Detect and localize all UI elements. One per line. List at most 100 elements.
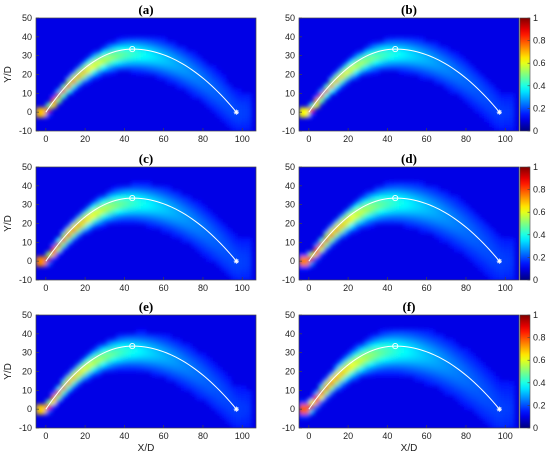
apex-marker: [129, 46, 136, 53]
heatmap-field: [299, 18, 519, 131]
y-tick-label: -10: [19, 423, 32, 433]
panel-c: -10 0 10 20 30 40 50 0 20 40 60 80 100 (c) Y/D: [3, 151, 257, 293]
colorbar-tick-label: 1: [533, 13, 538, 23]
panel-e: -10 0 10 20 30 40 50 0 20 40 60 80 100 (e) Y/D X/D: [3, 299, 257, 454]
x-tick-label: 0: [306, 283, 311, 293]
end-marker: [233, 258, 239, 264]
y-tick-label: 30: [22, 51, 32, 61]
x-tick-label: 0: [43, 431, 48, 441]
y-tick-label: 20: [285, 70, 295, 80]
y-tick-label: 40: [285, 32, 295, 42]
y-tick-label: 30: [22, 200, 32, 210]
x-tick-label: 0: [43, 134, 48, 144]
colorbar-tick-label: 0.4: [533, 230, 546, 240]
colorbar-tick-label: 1: [533, 162, 538, 172]
y-tick-label: 0: [290, 107, 295, 117]
y-tick-label: -10: [19, 275, 32, 285]
y-tick-label: 0: [290, 256, 295, 266]
y-tick-label: 20: [22, 70, 32, 80]
y-tick-label: 40: [22, 329, 32, 339]
x-tick-label: 40: [119, 283, 129, 293]
panel-f: -10 0 10 20 30 40 50 0 20 40 60 80 100 (f) X/D: [282, 299, 520, 454]
x-tick-label: 100: [498, 431, 513, 441]
y-tick-label: 0: [27, 256, 32, 266]
x-tick-label: 60: [159, 134, 169, 144]
x-tick-label: 80: [198, 283, 208, 293]
x-tick-label: 20: [343, 431, 353, 441]
y-tick-label: 50: [22, 13, 32, 23]
y-tick-label: 0: [27, 107, 32, 117]
y-tick-label: 10: [285, 88, 295, 98]
trajectory-line: [308, 345, 500, 410]
x-tick-label: 60: [422, 134, 432, 144]
x-tick-label: 60: [422, 283, 432, 293]
y-axis-label: Y/D: [3, 215, 14, 232]
apex-marker: [129, 343, 136, 350]
heatmap-field: [299, 315, 519, 428]
y-tick-label: 40: [22, 181, 32, 191]
x-tick-label: 100: [235, 431, 250, 441]
y-tick-label: 10: [22, 237, 32, 247]
y-tick-label: 10: [22, 385, 32, 395]
y-tick-label: 10: [22, 88, 32, 98]
y-tick-label: 20: [22, 219, 32, 229]
apex-marker: [392, 46, 399, 53]
y-tick-label: -10: [19, 126, 32, 136]
y-tick-label: 50: [285, 162, 295, 172]
heatmap-field: [36, 315, 256, 428]
colorbar-tick-label: 0: [533, 275, 538, 285]
apex-marker: [392, 195, 399, 202]
y-tick-label: 30: [285, 348, 295, 358]
y-tick-label: 50: [22, 310, 32, 320]
y-tick-label: 0: [27, 404, 32, 414]
x-tick-label: 20: [343, 134, 353, 144]
x-tick-label: 0: [43, 283, 48, 293]
y-tick-label: 30: [22, 348, 32, 358]
colorbar-tick-label: 0.2: [533, 252, 546, 262]
colorbar-tick-label: 0.6: [533, 355, 546, 365]
y-tick-label: 20: [285, 219, 295, 229]
trajectory-line: [45, 197, 237, 262]
colorbar-tick-label: 0.8: [533, 36, 546, 46]
x-axis-label: X/D: [401, 443, 418, 454]
x-tick-label: 100: [235, 134, 250, 144]
y-tick-label: 50: [285, 13, 295, 23]
colorbar: 0 0.2 0.4 0.6 0.8 1: [519, 13, 546, 136]
trajectory-line: [308, 48, 500, 113]
x-tick-label: 40: [382, 283, 392, 293]
x-tick-label: 60: [159, 283, 169, 293]
panel-title: (a): [138, 2, 153, 17]
y-tick-label: 40: [285, 329, 295, 339]
x-tick-label: 80: [198, 134, 208, 144]
x-tick-label: 60: [159, 431, 169, 441]
y-axis-label: Y/D: [3, 363, 14, 380]
x-tick-label: 100: [235, 283, 250, 293]
end-marker: [496, 109, 502, 115]
colorbar-tick-label: 0.6: [533, 58, 546, 68]
x-tick-label: 60: [422, 431, 432, 441]
x-tick-label: 20: [343, 283, 353, 293]
heatmap-field: [36, 167, 256, 280]
y-tick-label: 50: [285, 310, 295, 320]
x-tick-label: 40: [119, 431, 129, 441]
colorbar-tick-label: 0.4: [533, 378, 546, 388]
x-tick-label: 20: [80, 283, 90, 293]
end-marker: [233, 406, 239, 412]
y-tick-label: -10: [282, 126, 295, 136]
colorbar-scale: [519, 166, 531, 281]
colorbar-tick-label: 1: [533, 310, 538, 320]
end-marker: [496, 258, 502, 264]
colorbar-tick-label: 0.2: [533, 400, 546, 410]
x-tick-label: 80: [198, 431, 208, 441]
y-tick-label: 30: [285, 200, 295, 210]
y-tick-label: 40: [22, 32, 32, 42]
y-tick-label: 20: [285, 367, 295, 377]
colorbar-tick-label: 0.8: [533, 333, 546, 343]
apex-marker: [392, 343, 399, 350]
x-tick-label: 80: [461, 431, 471, 441]
colorbar-tick-label: 0.6: [533, 207, 546, 217]
y-tick-label: -10: [282, 275, 295, 285]
panel-title: (d): [401, 151, 417, 166]
